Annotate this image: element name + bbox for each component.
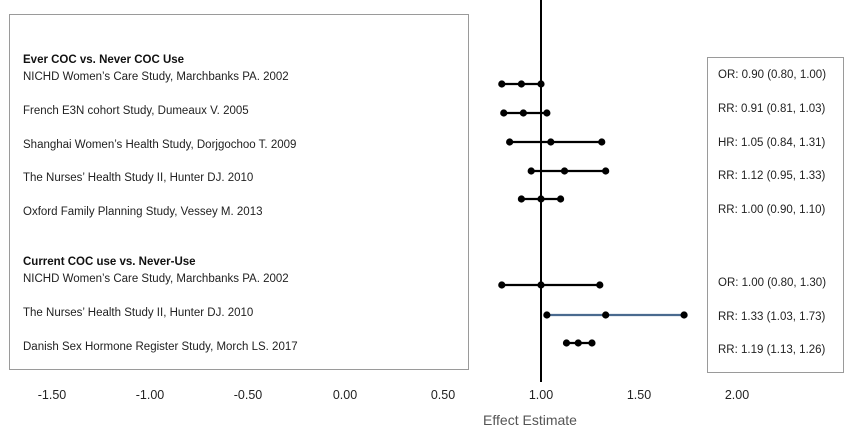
point-estimate-dot bbox=[519, 109, 527, 117]
x-tick-label: 1.50 bbox=[626, 388, 652, 402]
ci-lower-dot bbox=[543, 311, 551, 319]
estimate-label: OR: 1.00 (0.80, 1.30) bbox=[718, 277, 827, 289]
x-tick-label: 0.00 bbox=[332, 388, 358, 402]
estimate-label: RR: 1.33 (1.03, 1.73) bbox=[718, 311, 826, 323]
group-header-ever: Ever COC vs. Never COC Use bbox=[23, 54, 185, 66]
point-estimate-dot bbox=[560, 167, 569, 175]
x-axis-label: Effect Estimate bbox=[483, 412, 577, 428]
estimate-label: RR: 1.00 (0.90, 1.10) bbox=[718, 204, 826, 216]
ci-upper-dot bbox=[557, 195, 565, 203]
estimate-label: RR: 1.12 (0.95, 1.33) bbox=[718, 170, 826, 182]
estimate-panel bbox=[707, 57, 844, 373]
x-tick-label: -1.00 bbox=[135, 388, 165, 402]
point-estimate-dot bbox=[574, 339, 582, 347]
ci-lower-dot bbox=[498, 80, 506, 88]
ci-upper-dot bbox=[596, 281, 604, 289]
group-header-current: Current COC use vs. Never-Use bbox=[23, 256, 196, 268]
ci-upper-dot bbox=[602, 167, 610, 175]
study-label: Oxford Family Planning Study, Vessey M. … bbox=[23, 206, 263, 218]
study-label: NICHD Women’s Care Study, Marchbanks PA.… bbox=[23, 273, 289, 285]
ci-upper-dot bbox=[537, 80, 545, 88]
ci-upper-dot bbox=[598, 138, 606, 146]
study-label: The Nurses’ Health Study II, Hunter DJ. … bbox=[23, 172, 254, 184]
point-estimate-dot bbox=[547, 138, 555, 146]
x-tick-label: 0.50 bbox=[430, 388, 456, 402]
estimate-label: RR: 0.91 (0.81, 1.03) bbox=[718, 103, 826, 115]
ci-lower-dot bbox=[500, 109, 508, 117]
ci-lower-dot bbox=[506, 138, 514, 146]
x-tick-label: 1.00 bbox=[528, 388, 554, 402]
ci-lower-dot bbox=[517, 195, 526, 203]
ci-upper-dot bbox=[588, 339, 596, 347]
ci-upper-dot bbox=[543, 109, 551, 117]
study-label: French E3N cohort Study, Dumeaux V. 2005 bbox=[23, 105, 249, 117]
x-tick-label: -0.50 bbox=[233, 388, 263, 402]
ci-lower-dot bbox=[498, 281, 506, 289]
point-estimate-dot bbox=[537, 281, 545, 289]
ci-upper-dot bbox=[680, 311, 688, 319]
study-list-panel bbox=[9, 14, 469, 370]
estimate-label: RR: 1.19 (1.13, 1.26) bbox=[718, 344, 826, 356]
point-estimate-dot bbox=[602, 311, 610, 319]
x-tick-label: -1.50 bbox=[37, 388, 67, 402]
study-label: NICHD Women’s Care Study, Marchbanks PA.… bbox=[23, 71, 289, 83]
point-estimate-dot bbox=[517, 80, 526, 88]
ci-lower-dot bbox=[527, 167, 535, 175]
study-label: Danish Sex Hormone Register Study, Morch… bbox=[23, 341, 298, 353]
x-tick-label: 2.00 bbox=[724, 388, 750, 402]
study-label: The Nurses’ Health Study II, Hunter DJ. … bbox=[23, 307, 254, 319]
study-label: Shanghai Women’s Health Study, Dorjgocho… bbox=[23, 139, 297, 151]
point-estimate-dot bbox=[537, 195, 545, 203]
estimate-label: HR: 1.05 (0.84, 1.31) bbox=[718, 137, 826, 149]
ci-lower-dot bbox=[562, 339, 571, 347]
estimate-label: OR: 0.90 (0.80, 1.00) bbox=[718, 69, 827, 81]
